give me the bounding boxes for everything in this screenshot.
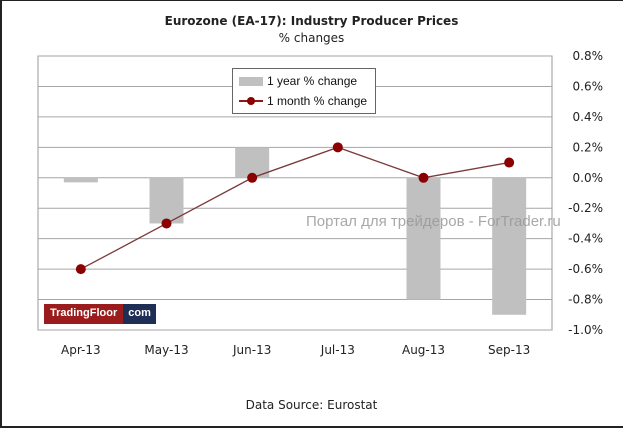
legend-label: 1 year % change: [267, 74, 358, 88]
chart-subtitle: % changes: [278, 31, 345, 45]
legend-swatch-line: [239, 97, 263, 105]
y-tick-label: 0.0%: [573, 171, 604, 185]
gridlines: [37, 55, 553, 331]
data-source: Data Source: Eurostat: [245, 398, 378, 412]
y-tick-label: -0.8%: [568, 293, 603, 307]
x-tick-label: Aug-13: [402, 343, 445, 357]
x-tick-label: Sep-13: [488, 343, 530, 357]
x-tick-label: May-13: [144, 343, 188, 357]
y-tick-label: 0.6%: [573, 79, 604, 93]
line-series: [75, 142, 515, 275]
line-point: [332, 142, 343, 153]
tradingfloor-logo: TradingFloor com: [44, 304, 156, 324]
y-tick-label: -1.0%: [568, 323, 603, 337]
x-axis-ticks: Apr-13 May-13 Jun-13 Jul-13 Aug-13 Sep-13: [61, 343, 530, 357]
line-point: [504, 157, 515, 168]
bar: [406, 177, 441, 300]
logo-right: com: [123, 304, 156, 324]
x-tick-label: Jun-13: [232, 343, 271, 357]
line-point: [75, 264, 86, 275]
series-line: [80, 146, 510, 270]
legend-item-line: 1 month % change: [239, 93, 367, 109]
bar: [492, 177, 527, 315]
x-tick-label: Apr-13: [61, 343, 101, 357]
y-tick-label: -0.2%: [568, 201, 603, 215]
chart-title: Eurozone (EA-17): Industry Producer Pric…: [164, 14, 459, 28]
line-point: [418, 172, 429, 183]
legend-swatch-bar: [239, 76, 263, 86]
y-tick-label: 0.2%: [573, 140, 604, 154]
y-tick-label: 0.8%: [573, 49, 604, 63]
y-tick-label: -0.4%: [568, 232, 603, 246]
bar: [63, 177, 98, 183]
bar: [149, 177, 184, 224]
logo-left: TradingFloor: [44, 304, 124, 324]
y-tick-label: -0.6%: [568, 262, 603, 276]
x-tick-label: Jul-13: [320, 343, 355, 357]
legend: 1 year % change 1 month % change: [232, 68, 376, 114]
bar: [235, 147, 270, 178]
line-point: [247, 172, 258, 183]
y-tick-label: 0.4%: [573, 110, 604, 124]
watermark-text: Портал для трейдеров - ForTrader.ru: [306, 213, 561, 230]
legend-item-bar: 1 year % change: [239, 73, 357, 89]
y-axis-ticks: 0.8% 0.6% 0.4% 0.2% 0.0% -0.2% -0.4% -0.6% -0.8%…: [568, 49, 603, 337]
bars-series: [63, 147, 527, 315]
legend-label: 1 month % change: [267, 94, 368, 108]
line-point: [161, 218, 172, 229]
